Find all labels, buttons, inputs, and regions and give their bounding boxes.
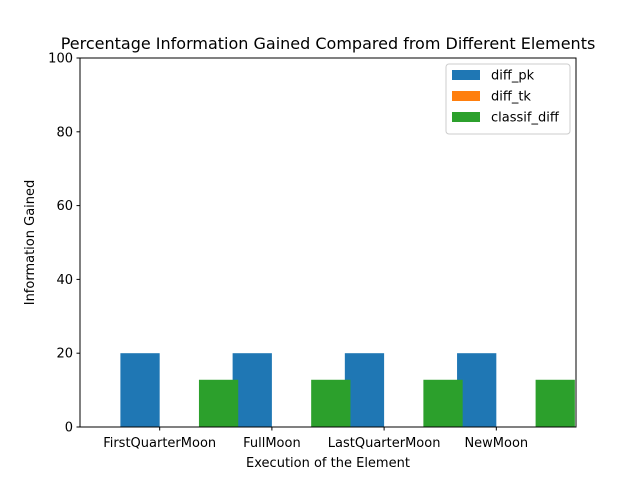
y-tick-label: 0 — [65, 421, 73, 436]
y-tick-label: 60 — [56, 199, 73, 214]
legend: diff_pk diff_tk classif_diff — [445, 63, 571, 135]
bar-classif-diff-firstquartermoon — [198, 379, 239, 427]
x-tick-label: FirstQuarterMoon — [103, 436, 216, 451]
bars-group — [120, 353, 575, 427]
legend-label-diff-tk: diff_tk — [491, 90, 531, 105]
bar-classif-diff-lastquartermoon — [423, 379, 463, 427]
legend-swatch-diff-tk — [452, 91, 480, 101]
x-tick-label: LastQuarterMoon — [328, 436, 441, 451]
y-tick-label: 100 — [48, 52, 73, 67]
y-tick-label: 20 — [56, 347, 73, 362]
bar-classif-diff-fullmoon — [311, 379, 351, 427]
plot-frame — [79, 57, 577, 428]
bar-diff-pk-firstquartermoon — [120, 353, 160, 427]
x-tick-label: NewMoon — [464, 436, 528, 451]
legend-label-classif-diff: classif_diff — [491, 111, 560, 126]
bar-diff-pk-lastquartermoon — [344, 353, 385, 427]
x-axis-label: Execution of the Element — [246, 456, 410, 471]
legend-label-diff-pk: diff_pk — [491, 69, 535, 84]
y-axis-label: Information Gained — [23, 180, 38, 306]
y-tick-label: 40 — [56, 273, 73, 288]
bar-diff-pk-newmoon — [457, 353, 497, 427]
chart-title: Percentage Information Gained Compared f… — [61, 34, 596, 53]
bar-classif-diff-newmoon — [535, 379, 575, 427]
ticks-group: 0 20 40 60 80 100 FirstQuarterMoon FullMoon Last… — [48, 52, 528, 452]
legend-swatch-diff-pk — [452, 70, 480, 80]
y-tick-label: 80 — [56, 125, 73, 140]
legend-swatch-classif-diff — [452, 112, 480, 122]
bar-diff-pk-fullmoon — [232, 353, 272, 427]
x-tick-label: FullMoon — [243, 436, 301, 451]
